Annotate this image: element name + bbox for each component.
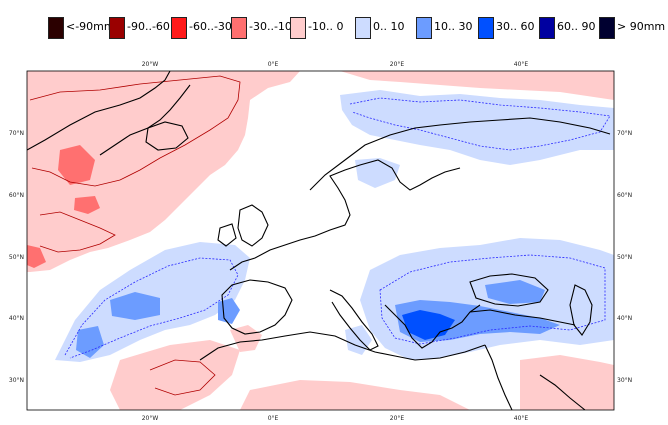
legend-label: -60..-30	[189, 20, 232, 33]
neg-field-spain	[230, 325, 262, 352]
tick-left-lat: 50°N	[9, 254, 24, 261]
coast-scandinavia	[309, 117, 611, 191]
pos-field-iberia	[218, 298, 240, 324]
coast-ireland	[217, 223, 237, 247]
coast-caspian	[569, 284, 593, 336]
legend-swatch	[599, 17, 615, 39]
map-frame	[26, 70, 615, 411]
coast-british-isles	[237, 204, 269, 247]
legend-swatch	[109, 17, 125, 39]
legend-label: -90..-60	[127, 20, 170, 33]
legend-label: 0.. 10	[373, 20, 405, 33]
legend-swatch	[290, 17, 306, 39]
tick-left-lat: 60°N	[9, 192, 24, 199]
tick-right-lat: 70°N	[617, 130, 632, 137]
coast-iberia	[221, 279, 293, 335]
legend-swatch	[416, 17, 432, 39]
contours	[29, 75, 611, 396]
neg-field-southwest	[110, 340, 240, 410]
tick-left-lat: 70°N	[9, 130, 24, 137]
pos-field-atlantic-inner-2	[76, 326, 104, 358]
contour-pos-mediterranean	[379, 254, 606, 345]
right-latitude-labels: 70°N 60°N 50°N 40°N 30°N	[617, 130, 632, 384]
coast-greenland-east	[99, 84, 191, 156]
coast-balkans-greece	[384, 304, 481, 349]
legend-swatch	[48, 17, 64, 39]
contour-neg-atlantic	[29, 75, 241, 187]
tick-left-lat: 30°N	[9, 377, 24, 384]
neg-field-north-atlantic	[27, 71, 300, 272]
contour-neg-south	[149, 359, 216, 396]
neg-field-south-sahara	[240, 380, 470, 410]
tick-bottom-lon: 20°W	[142, 415, 159, 422]
neg-field-west	[74, 196, 100, 214]
coast-italy	[329, 289, 379, 351]
tick-top-lon: 20°W	[142, 61, 159, 68]
legend-label: 30.. 60	[496, 20, 535, 33]
pos-field-black-sea	[485, 280, 545, 304]
neg-field-southeast	[520, 355, 614, 410]
shaded-fields	[27, 71, 614, 410]
pos-field-norway	[355, 158, 400, 188]
coast-iceland	[145, 121, 189, 151]
legend-label: 60.. 90	[557, 20, 596, 33]
neg-field-biscay	[27, 245, 46, 268]
coast-north-africa	[199, 331, 486, 361]
tick-top-lon: 40°E	[514, 61, 529, 68]
legend-swatch	[539, 17, 555, 39]
tick-bottom-lon: 20°E	[390, 415, 405, 422]
tick-right-lat: 40°N	[617, 315, 632, 322]
contour-neg-atlantic-2	[39, 211, 116, 253]
tick-top-lon: 0°E	[268, 61, 279, 68]
coastlines	[27, 71, 611, 410]
tick-right-lat: 50°N	[617, 254, 632, 261]
tick-right-lat: 30°N	[617, 377, 632, 384]
coast-europe-west	[229, 159, 461, 271]
legend-swatch	[478, 17, 494, 39]
legend-label: > 90mm	[617, 20, 666, 33]
precipitation-anomaly-legend: <-90mm -90..-60 -60..-30 -30..-10 -10.. …	[0, 0, 668, 50]
tick-right-lat: 60°N	[617, 192, 632, 199]
coast-turkey	[469, 309, 576, 326]
tick-bottom-lon: 40°E	[514, 415, 529, 422]
legend-label: <-90mm	[66, 20, 115, 33]
neg-field-north-atlantic-inner	[58, 145, 95, 185]
contour-pos-arctic	[349, 97, 611, 151]
neg-field-arctic	[340, 71, 614, 100]
legend-swatch	[171, 17, 187, 39]
coast-levant-red-sea	[484, 344, 513, 410]
coast-arabia	[539, 374, 586, 410]
legend-swatch	[355, 17, 371, 39]
tick-top-lon: 20°E	[390, 61, 405, 68]
legend-label: -30..-10	[249, 20, 292, 33]
top-longitude-labels: 20°W 0°E 20°E 40°E	[142, 61, 529, 68]
coast-black-sea	[469, 273, 549, 307]
bottom-longitude-labels: 20°W 0°E 20°E 40°E	[142, 415, 529, 422]
pos-field-atlantic-inner	[110, 292, 160, 320]
left-latitude-labels: 70°N 60°N 50°N 40°N 30°N	[9, 130, 24, 384]
pos-field-greece-core	[402, 310, 455, 340]
coast-greenland	[27, 71, 171, 151]
pos-field-mediterranean	[360, 238, 614, 360]
tick-left-lat: 40°N	[9, 315, 24, 322]
pos-field-arctic-scandinavia	[340, 90, 614, 165]
legend-label: 10.. 30	[434, 20, 473, 33]
pos-field-italy	[345, 325, 372, 355]
legend-label: -10.. 0	[308, 20, 344, 33]
legend-swatch	[231, 17, 247, 39]
tick-bottom-lon: 0°E	[268, 415, 279, 422]
